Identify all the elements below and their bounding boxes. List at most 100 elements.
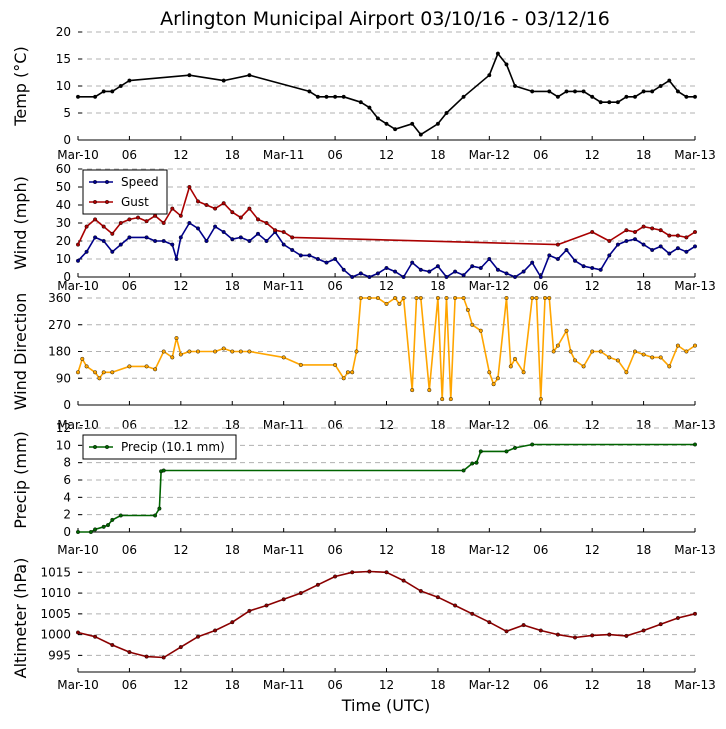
temp-data-point (333, 94, 338, 99)
wind-data-point (633, 229, 638, 234)
wind-data-point (174, 257, 179, 262)
wind_dir-data-point (521, 370, 526, 375)
precip-data-point (504, 449, 509, 454)
precip-data-point (118, 513, 123, 518)
wind-data-point (675, 246, 680, 251)
temp-data-point (247, 73, 252, 78)
wind-data-point (487, 257, 492, 262)
wind_dir-data-point (435, 296, 440, 301)
altimeter-data-point (195, 634, 200, 639)
wind-data-point (650, 226, 655, 231)
altimeter-data-point (538, 628, 543, 633)
altimeter-series-line-0 (77, 570, 696, 659)
precip-ytick-label: 10 (56, 438, 71, 452)
temp-data-point (487, 73, 492, 78)
wind_dir-data-point (281, 355, 286, 360)
precip-xtick-label: Mar-11 (263, 543, 304, 557)
wind_dir-xtick-label: 12 (173, 418, 188, 432)
wind_dir-data-point (551, 349, 556, 354)
wind-data-point (273, 228, 278, 233)
wind_dir-data-point (641, 352, 646, 357)
precip-xtick-label: 18 (636, 543, 651, 557)
wind-xtick-label: 06 (327, 279, 342, 293)
temp-data-point (564, 89, 569, 94)
wind-data-point (333, 257, 338, 262)
altimeter-data-point (453, 603, 458, 608)
altimeter-xtick-label: 18 (636, 678, 651, 692)
temp-data-point (384, 121, 389, 126)
wind-data-point (641, 224, 646, 229)
wind-data-point (650, 247, 655, 252)
precip-data-point (474, 460, 479, 465)
wind-data-point (658, 244, 663, 249)
wind-ytick-label: 40 (56, 198, 71, 212)
altimeter-data-point (658, 622, 663, 627)
wind-data-point (461, 273, 466, 278)
wind_dir-data-point (564, 328, 569, 333)
altimeter-data-point (161, 655, 166, 660)
wind-data-point (264, 238, 269, 243)
wind-xtick-label: 06 (122, 279, 137, 293)
temp-data-point (504, 62, 509, 67)
wind-data-point (573, 258, 578, 263)
wind_dir-data-point (547, 296, 552, 301)
wind-data-point (358, 271, 363, 276)
temp-data-point (444, 110, 449, 115)
wind_dir-data-point (598, 349, 603, 354)
wind-data-point (230, 210, 235, 215)
wind_dir-data-point (84, 364, 89, 369)
wind_dir-data-point (110, 370, 115, 375)
precip-data-point (470, 461, 475, 466)
wind-ytick-label: 50 (56, 180, 71, 194)
wind-data-point (93, 235, 98, 240)
precip-data-point (513, 445, 518, 450)
temp-data-point (307, 89, 312, 94)
wind-data-point (290, 235, 295, 240)
wind-data-point (521, 269, 526, 274)
wind-data-point (547, 253, 552, 258)
altimeter-data-point (178, 645, 183, 650)
precip-ytick-label: 4 (63, 490, 71, 504)
precip-ytick-label: 6 (63, 473, 71, 487)
altimeter-panel: 995 1000 1005 1010 1015 Mar-10 06 12 18 Mar-11 06 1… (11, 558, 716, 692)
wind_dir-data-point (213, 349, 218, 354)
wind_dir-xtick-label: 18 (430, 418, 445, 432)
x-axis-label: Time (UTC) (341, 696, 430, 715)
wind-xtick-label: 06 (533, 279, 548, 293)
precip-ytick-label: 2 (63, 508, 71, 522)
temp-data-point (607, 100, 612, 105)
wind_dir-data-point (453, 296, 458, 301)
wind-legend-label: Speed (121, 175, 159, 189)
temp-data-point (693, 94, 698, 99)
wind_dir-data-point (195, 349, 200, 354)
wind-xtick-label: 12 (173, 279, 188, 293)
wind_dir-data-point (144, 364, 149, 369)
temp-data-point (513, 83, 518, 88)
precip-xtick-label: Mar-10 (57, 543, 98, 557)
precip-xtick-label: 12 (173, 543, 188, 557)
wind-legend-label: Gust (121, 195, 149, 209)
wind_dir-data-point (440, 397, 445, 402)
altimeter-xtick-label: 06 (122, 678, 137, 692)
wind-data-point (504, 271, 509, 276)
temp-data-point (93, 94, 98, 99)
wind_dir-data-point (650, 355, 655, 360)
wind_dir-data-point (543, 296, 548, 301)
wind-data-point (444, 275, 449, 280)
wind-data-point (427, 269, 432, 274)
wind-data-point (195, 226, 200, 231)
wind_dir-data-point (410, 388, 415, 393)
wind-data-point (264, 220, 269, 225)
wind-data-point (256, 231, 261, 236)
precip-data-point (153, 513, 158, 518)
altimeter-xtick-label: Mar-13 (674, 678, 715, 692)
wind-data-point (221, 201, 226, 206)
precip-xtick-label: 18 (430, 543, 445, 557)
precip-data-point (461, 468, 466, 473)
wind_dir-data-point (590, 349, 595, 354)
wind_dir-data-point (615, 358, 620, 363)
wind-data-point (204, 202, 209, 207)
altimeter-data-point (641, 628, 646, 633)
